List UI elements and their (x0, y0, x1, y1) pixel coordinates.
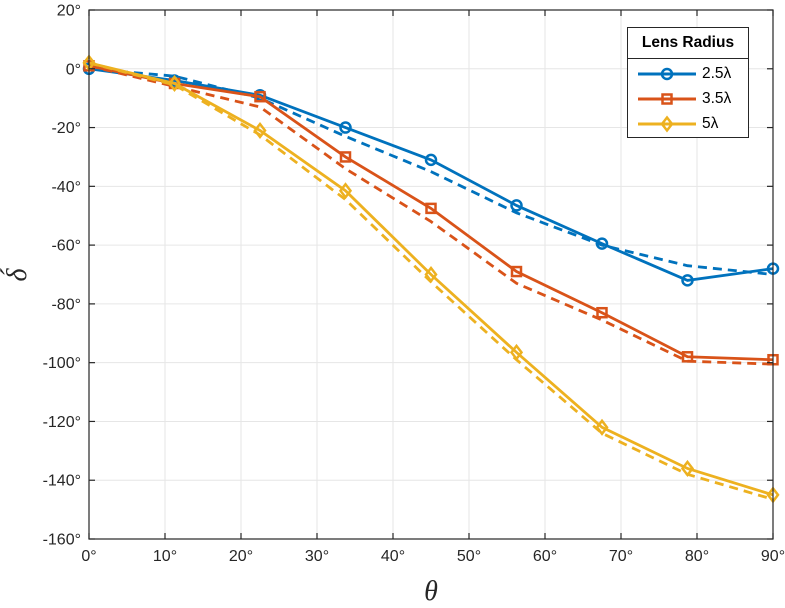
square-marker (425, 202, 437, 215)
x-tick-label: 80° (685, 548, 709, 565)
legend-entries: 2.5λ 3.5λ 5λ (628, 59, 748, 136)
y-tick-label: -100° (43, 355, 81, 372)
series-line-solid (88, 67, 774, 282)
y-axis-label: δ́ (2, 267, 33, 281)
x-tick-label: 50° (457, 548, 481, 565)
circle-marker (660, 67, 674, 80)
legend-entry-3-5-lambda: 3.5λ (628, 86, 748, 111)
y-tick-label: -60° (51, 238, 81, 255)
legend-line-sample (638, 92, 696, 105)
tick-label-layer: 0° 10° 20° 30° 40° 50° 60° 70° 80° 90° 20° 0° -20° -4… (43, 3, 785, 566)
series-line-solid (88, 64, 774, 362)
y-tick-label: -20° (51, 120, 81, 137)
x-tick-label: 30° (305, 548, 329, 565)
legend-line-sample (638, 67, 696, 80)
y-tick-label: 20° (57, 3, 81, 20)
y-tick-label: 0° (66, 61, 81, 78)
series-line-dashed (88, 67, 774, 276)
diamond-marker (338, 182, 353, 200)
diamond-marker (509, 343, 524, 361)
circle-marker (681, 274, 694, 287)
square-marker (596, 306, 608, 319)
legend-label: 5λ (702, 114, 719, 132)
circle-marker (510, 199, 523, 212)
square-marker (510, 265, 523, 278)
legend-label: 2.5λ (702, 64, 732, 82)
diamond-marker (253, 121, 267, 140)
square-marker (339, 151, 352, 163)
diamond-marker (680, 459, 695, 478)
diamond-marker (595, 418, 609, 436)
y-tick-label: -40° (51, 179, 81, 196)
legend-entry-5-lambda: 5λ (628, 111, 748, 136)
y-tick-label: -140° (43, 473, 81, 490)
x-tick-label: 70° (609, 548, 633, 565)
x-tick-label: 20° (229, 548, 253, 565)
axis-border (88, 9, 774, 540)
circle-marker (424, 153, 438, 167)
legend-entry-2-5-lambda: 2.5λ (628, 61, 748, 86)
diamond-marker (424, 265, 438, 284)
legend: Lens Radius 2.5λ 3.5λ 5λ (627, 27, 749, 138)
legend-line-sample (638, 114, 696, 133)
x-tick-label: 10° (153, 548, 177, 565)
circle-marker (595, 237, 609, 250)
circle-marker (339, 121, 352, 134)
x-axis-label: θ (424, 576, 438, 607)
x-tick-label: 40° (381, 548, 405, 565)
x-tick-label: 90° (761, 548, 785, 565)
y-tick-label: -160° (43, 532, 81, 549)
legend-label: 3.5λ (702, 89, 732, 107)
series-line-dashed (88, 64, 774, 366)
square-marker (681, 351, 694, 363)
x-tick-label: 60° (533, 548, 557, 565)
series-line-solid (88, 61, 774, 497)
x-tick-label: 0° (81, 548, 96, 565)
legend-title: Lens Radius (628, 28, 748, 59)
y-tick-label: -80° (51, 296, 81, 313)
axes-layer (88, 9, 774, 540)
diamond-marker (660, 114, 674, 133)
square-marker (661, 92, 673, 105)
y-tick-label: -120° (43, 414, 81, 431)
diamond-marker (167, 74, 182, 93)
square-marker (254, 90, 266, 103)
